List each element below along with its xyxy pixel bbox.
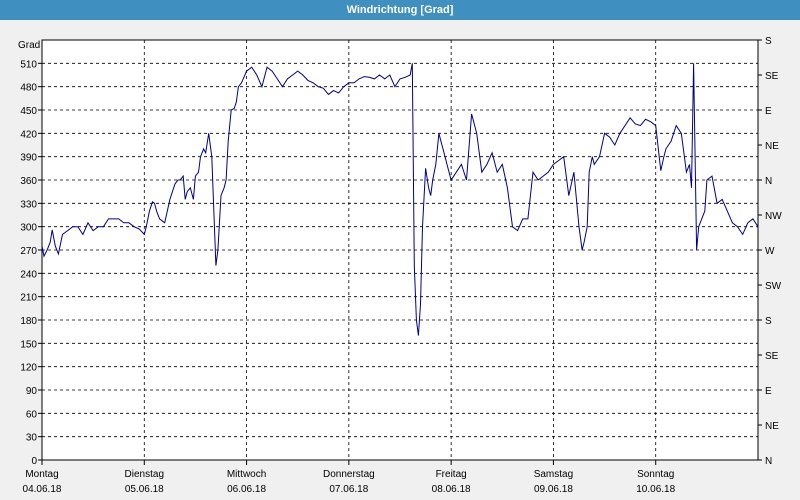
right-axis-label: SE: [765, 351, 779, 362]
right-axis-label: NW: [765, 211, 782, 222]
y-tick-label: 210: [20, 293, 37, 304]
y-tick-label: 330: [20, 199, 37, 210]
x-tick-label-date: 10.06.18: [636, 484, 675, 495]
right-axis-label: NE: [765, 141, 779, 152]
y-tick-label: 60: [26, 409, 38, 420]
right-axis-label: SE: [765, 71, 779, 82]
y-tick-label: 480: [20, 83, 37, 94]
x-tick-label-date: 09.06.18: [534, 484, 573, 495]
x-tick-label-day: Dienstag: [125, 469, 164, 480]
y-tick-label: 180: [20, 316, 37, 327]
y-tick-label: 360: [20, 176, 37, 187]
x-tick-label-date: 04.06.18: [23, 484, 62, 495]
series-line: [41, 63, 759, 336]
y-tick-label: 420: [20, 129, 37, 140]
x-tick-label-date: 06.06.18: [227, 484, 266, 495]
x-tick-label-day: Montag: [25, 469, 58, 480]
x-tick-label-day: Donnerstag: [323, 469, 375, 480]
y-tick-label: 300: [20, 223, 37, 234]
right-axis-label: N: [765, 176, 772, 187]
x-tick-label-date: 08.06.18: [432, 484, 471, 495]
right-axis-label: W: [765, 246, 775, 257]
x-tick-label-date: 05.06.18: [125, 484, 164, 495]
y-tick-label: 120: [20, 363, 37, 374]
y-tick-label: 390: [20, 153, 37, 164]
y-tick-label: 90: [26, 386, 38, 397]
y-tick-label: 240: [20, 269, 37, 280]
y-tick-label: 150: [20, 339, 37, 350]
x-tick-label-day: Mittwoch: [227, 469, 266, 480]
right-axis-label: E: [765, 106, 772, 117]
x-tick-label-day: Sonntag: [637, 469, 674, 480]
right-axis-label: N: [765, 456, 772, 467]
right-axis-label: NE: [765, 421, 779, 432]
right-axis-label: S: [765, 36, 772, 47]
right-axis-label: SW: [765, 281, 782, 292]
y-tick-label: 270: [20, 246, 37, 257]
y-tick-label: 450: [20, 106, 37, 117]
y-axis-label: Grad: [18, 40, 40, 51]
x-tick-label-date: 07.06.18: [329, 484, 368, 495]
y-tick-label: 510: [20, 59, 37, 70]
y-tick-label: 30: [26, 433, 38, 444]
x-tick-label-day: Samstag: [534, 469, 573, 480]
chart-title: Windrichtung [Grad]: [0, 0, 800, 20]
y-tick-label: 0: [31, 456, 37, 467]
right-axis-label: E: [765, 386, 772, 397]
x-tick-label-day: Freitag: [436, 469, 467, 480]
right-axis-label: S: [765, 316, 772, 327]
